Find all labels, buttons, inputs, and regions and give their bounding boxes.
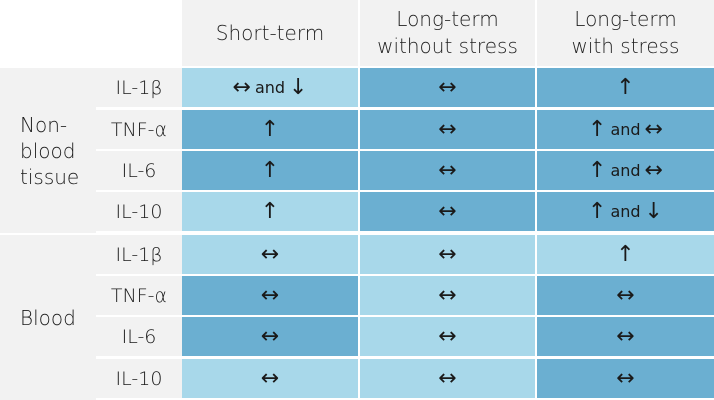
table-cell: ↔ [360,192,535,231]
column-header-long-term-with-stress: Long-term with stress [537,0,714,66]
group-label-line: blood [20,138,76,163]
column-header-short-term: Short-term [182,0,358,66]
effect-symbol: ↔ [438,323,457,349]
table-cell: ↑ and ↔ [537,110,714,149]
row-label: IL-6 [96,151,182,190]
table-cell: ↔ [360,151,535,190]
effect-symbol: ↑ [260,116,280,142]
table-cell: ↔ [182,235,358,274]
group-label-line: Blood [20,305,76,330]
row-label: IL-6 [96,317,182,356]
effect-symbol: ↔ [260,323,280,349]
column-header-line: with stress [571,34,680,58]
effect-symbol: ↔ [260,282,280,308]
effect-symbol: ↑ [260,157,280,183]
row-label: TNF-α [96,110,182,149]
row-label: IL-1β [96,235,182,274]
table-cell: ↔ [360,317,535,356]
table-cell: ↔ [360,110,535,149]
table-cell: ↔ [182,317,358,356]
effect-symbol: ↔ [260,365,280,391]
group-label-non-blood-tissue: Non- blood tissue [0,68,96,233]
row-label: IL-10 [96,192,182,231]
table-cell: ↔ [537,317,714,356]
table-cell: ↑ and ↓ [537,192,714,231]
table-cell: ↔ [360,359,535,398]
table-cell: ↑ [182,110,358,149]
table-cell: ↑ and ↔ [537,151,714,190]
row-label: TNF-α [96,276,182,315]
column-header-line: Long-term [396,7,499,31]
effect-connector: and [610,120,641,139]
table-cell: ↔ [360,276,535,315]
column-header-long-term-without-stress: Long-term without stress [360,0,535,66]
row-label: IL-1β [96,68,182,107]
effect-symbol: ↔ [644,116,663,142]
effect-symbol: ↔ [260,241,280,267]
effect-symbol: ↔ [438,198,457,224]
effect-symbol: ↔ [438,74,457,100]
column-header-line: Long-term [574,7,677,31]
effect-symbol: ↔ [438,116,457,142]
effect-symbol: ↔ [438,282,457,308]
effect-symbol: ↔ [232,74,251,100]
column-header-line: Short-term [215,20,325,45]
table-cell: ↔ and ↓ [182,68,358,107]
row-label: IL-10 [96,359,182,398]
effect-symbol: ↑ [260,198,280,224]
effect-symbol: ↑ [588,116,607,142]
table-cell: ↔ [182,359,358,398]
effect-symbol: ↑ [588,157,607,183]
effect-connector: and [610,161,641,180]
effect-connector: and [610,202,641,221]
effect-symbol: ↑ [616,74,635,100]
table-cell: ↑ [182,192,358,231]
group-label-line: Non- [20,112,68,137]
table-cell: ↔ [537,276,714,315]
effect-symbol: ↓ [644,198,663,224]
group-divider [0,233,182,235]
group-label-line: tissue [20,164,80,189]
effect-symbol: ↔ [438,365,457,391]
column-header-line: without stress [377,34,518,58]
table-cell: ↑ [537,68,714,107]
effect-symbol: ↔ [616,282,635,308]
group-label-blood: Blood [0,235,96,400]
effect-symbol: ↑ [616,241,635,267]
effect-connector: and [254,78,286,97]
table-cell: ↔ [360,68,535,107]
effect-symbol: ↓ [289,74,308,100]
effect-symbol: ↔ [616,323,635,349]
effect-symbol: ↔ [438,241,457,267]
table-cell: ↑ [537,235,714,274]
effect-symbol: ↔ [616,365,635,391]
table-cell: ↔ [360,235,535,274]
effect-symbol: ↔ [644,157,663,183]
table-cell: ↔ [182,276,358,315]
table-cell: ↑ [182,151,358,190]
effect-symbol: ↑ [588,198,607,224]
effect-symbol: ↔ [438,157,457,183]
table-cell: ↔ [537,359,714,398]
